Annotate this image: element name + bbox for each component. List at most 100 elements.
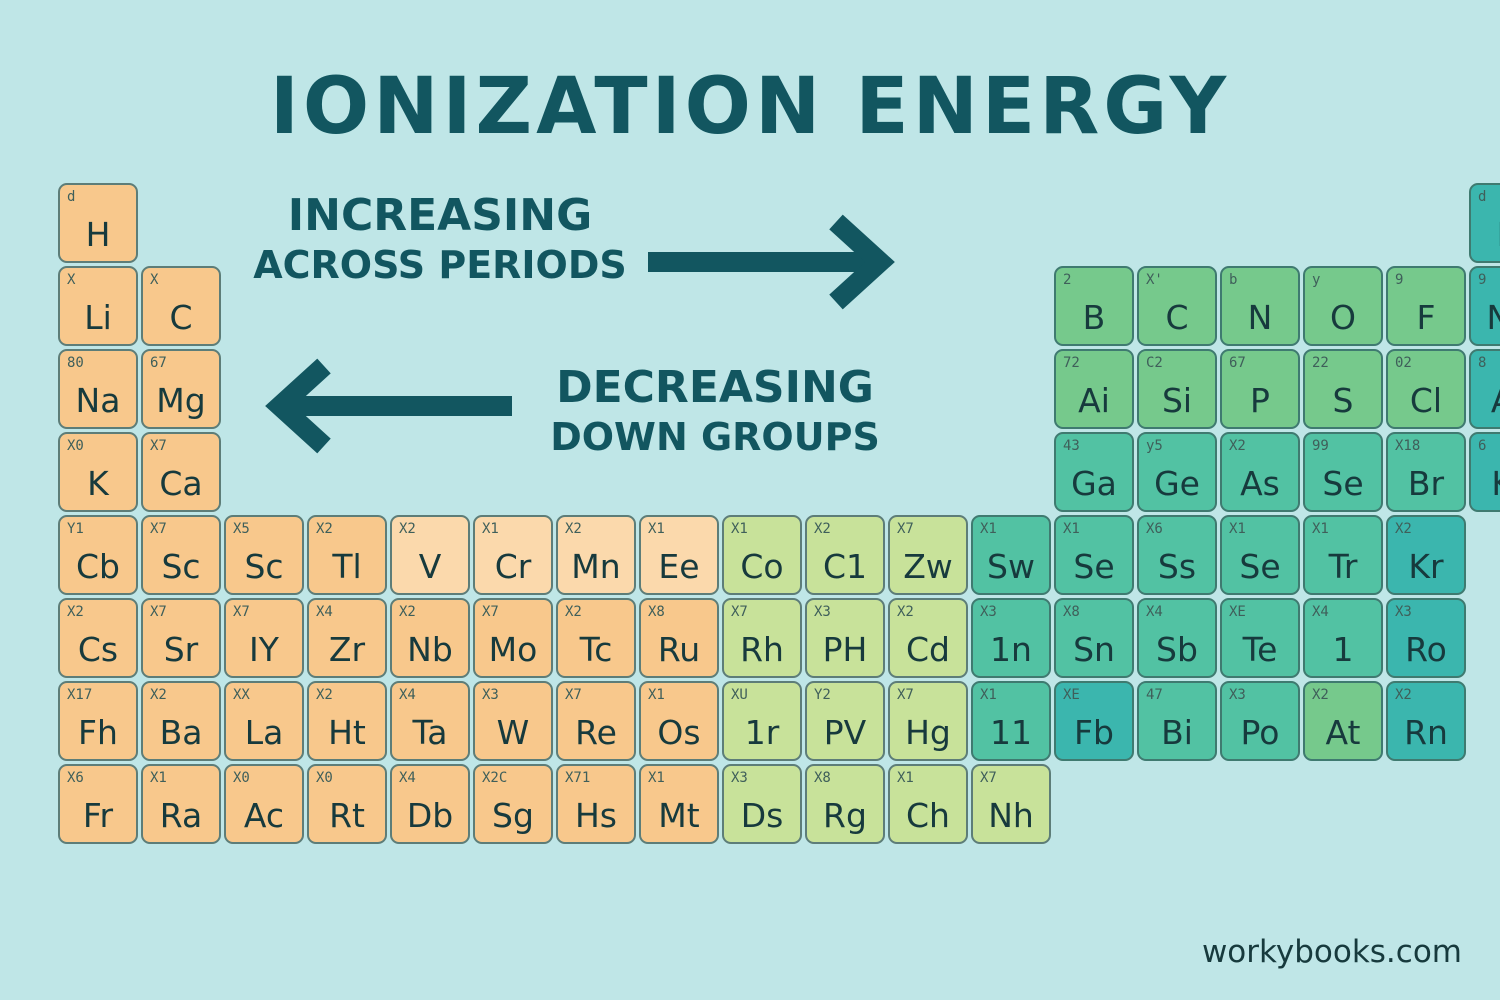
element-symbol: Ta bbox=[412, 713, 448, 752]
element-tile: 67 Mg bbox=[141, 349, 221, 429]
element-symbol: Ga bbox=[1071, 464, 1117, 503]
element-number: 6 bbox=[1478, 438, 1487, 454]
element-number: 67 bbox=[150, 355, 167, 371]
element-number: X71 bbox=[565, 770, 591, 786]
element-number: 02 bbox=[1395, 355, 1412, 371]
element-symbol: IY bbox=[249, 630, 279, 669]
arrow-left-icon bbox=[265, 358, 512, 454]
element-tile: X2 Ht bbox=[307, 681, 387, 761]
page-title: IONIZATION ENERGY bbox=[269, 62, 1231, 152]
element-number: X4 bbox=[1146, 604, 1163, 620]
element-tile: X7 IY bbox=[224, 598, 304, 678]
element-number: X2 bbox=[1229, 438, 1246, 454]
element-tile: 8 Ar bbox=[1469, 349, 1500, 429]
element-number: X1 bbox=[1229, 521, 1246, 537]
element-tile: X2 Ba bbox=[141, 681, 221, 761]
element-symbol: Mn bbox=[571, 547, 621, 586]
element-number: X2 bbox=[814, 521, 831, 537]
element-tile: Y1 Cb bbox=[58, 515, 138, 595]
element-symbol: S bbox=[1332, 381, 1354, 420]
element-number: X1 bbox=[1063, 521, 1080, 537]
element-tile: X2C Sg bbox=[473, 764, 553, 844]
element-tile: X2 Mn bbox=[556, 515, 636, 595]
element-symbol: Sr bbox=[163, 630, 199, 669]
element-symbol: Cs bbox=[77, 630, 119, 669]
element-tile: X3 Ro bbox=[1386, 598, 1466, 678]
element-number: X3 bbox=[814, 604, 831, 620]
decreasing-annotation: DECREASING DOWN GROUPS bbox=[535, 362, 895, 460]
element-tile: X3 Ds bbox=[722, 764, 802, 844]
element-symbol: Ca bbox=[159, 464, 203, 503]
element-tile: 67 P bbox=[1220, 349, 1300, 429]
element-symbol: Zr bbox=[328, 630, 366, 669]
element-number: 8 bbox=[1478, 355, 1487, 371]
element-symbol: Fr bbox=[82, 796, 114, 835]
element-tile: X8 Sn bbox=[1054, 598, 1134, 678]
element-tile: X17 Fh bbox=[58, 681, 138, 761]
element-symbol: Sn bbox=[1073, 630, 1115, 669]
element-symbol: F bbox=[1416, 298, 1436, 337]
element-tile: XX La bbox=[224, 681, 304, 761]
element-symbol: B bbox=[1082, 298, 1106, 337]
element-symbol: W bbox=[496, 713, 530, 752]
element-symbol: 1 bbox=[1332, 630, 1354, 669]
element-number: X4 bbox=[399, 687, 416, 703]
element-symbol: O bbox=[1330, 298, 1356, 337]
element-number: X3 bbox=[1395, 604, 1412, 620]
element-symbol: Ai bbox=[1078, 381, 1110, 420]
element-number: X3 bbox=[482, 687, 499, 703]
element-tile: X Li bbox=[58, 266, 138, 346]
element-symbol: 11 bbox=[990, 713, 1032, 752]
element-symbol: Hg bbox=[905, 713, 951, 752]
element-number: X4 bbox=[1312, 604, 1329, 620]
element-number: X0 bbox=[233, 770, 250, 786]
element-tile: X2 Tc bbox=[556, 598, 636, 678]
element-tile: X7 Sr bbox=[141, 598, 221, 678]
element-number: X1 bbox=[1312, 521, 1329, 537]
element-number: 9 bbox=[1395, 272, 1404, 288]
element-number: X1 bbox=[150, 770, 167, 786]
element-number: X1 bbox=[897, 770, 914, 786]
across-periods-label: ACROSS PERIODS bbox=[253, 242, 627, 287]
element-number: X7 bbox=[233, 604, 250, 620]
element-symbol: C bbox=[169, 298, 193, 337]
element-tile: X7 Sc bbox=[141, 515, 221, 595]
increasing-annotation: INCREASING ACROSS PERIODS bbox=[240, 190, 640, 288]
element-tile: X2 Cs bbox=[58, 598, 138, 678]
element-tile: X18 Br bbox=[1386, 432, 1466, 512]
element-tile: X2 At bbox=[1303, 681, 1383, 761]
element-symbol: Tc bbox=[579, 630, 613, 669]
element-number: X1 bbox=[648, 521, 665, 537]
element-number: y5 bbox=[1146, 438, 1163, 454]
element-symbol: Ch bbox=[906, 796, 950, 835]
element-symbol: At bbox=[1325, 713, 1361, 752]
element-number: Y1 bbox=[67, 521, 84, 537]
element-symbol: V bbox=[418, 547, 442, 586]
element-number: XE bbox=[1063, 687, 1080, 703]
element-number: X2C bbox=[482, 770, 508, 786]
element-symbol: Na bbox=[75, 381, 121, 420]
element-symbol: Sw bbox=[987, 547, 1035, 586]
down-groups-label: DOWN GROUPS bbox=[550, 414, 880, 459]
element-tile: X1 Sw bbox=[971, 515, 1051, 595]
element-symbol: Sg bbox=[492, 796, 534, 835]
element-symbol: Po bbox=[1240, 713, 1280, 752]
element-symbol: Se bbox=[1073, 547, 1115, 586]
element-tile: X1 Se bbox=[1220, 515, 1300, 595]
element-tile: 02 Cl bbox=[1386, 349, 1466, 429]
element-number: X3 bbox=[980, 604, 997, 620]
element-symbol: PV bbox=[823, 713, 867, 752]
element-number: b bbox=[1229, 272, 1238, 288]
element-symbol: Ss bbox=[1157, 547, 1197, 586]
element-symbol: K bbox=[87, 464, 109, 503]
element-tile: X0 Rt bbox=[307, 764, 387, 844]
element-symbol: Db bbox=[406, 796, 454, 835]
element-tile: X3 W bbox=[473, 681, 553, 761]
element-tile: X7 Mo bbox=[473, 598, 553, 678]
element-symbol: Ac bbox=[243, 796, 285, 835]
element-tile: 6 Kr bbox=[1469, 432, 1500, 512]
